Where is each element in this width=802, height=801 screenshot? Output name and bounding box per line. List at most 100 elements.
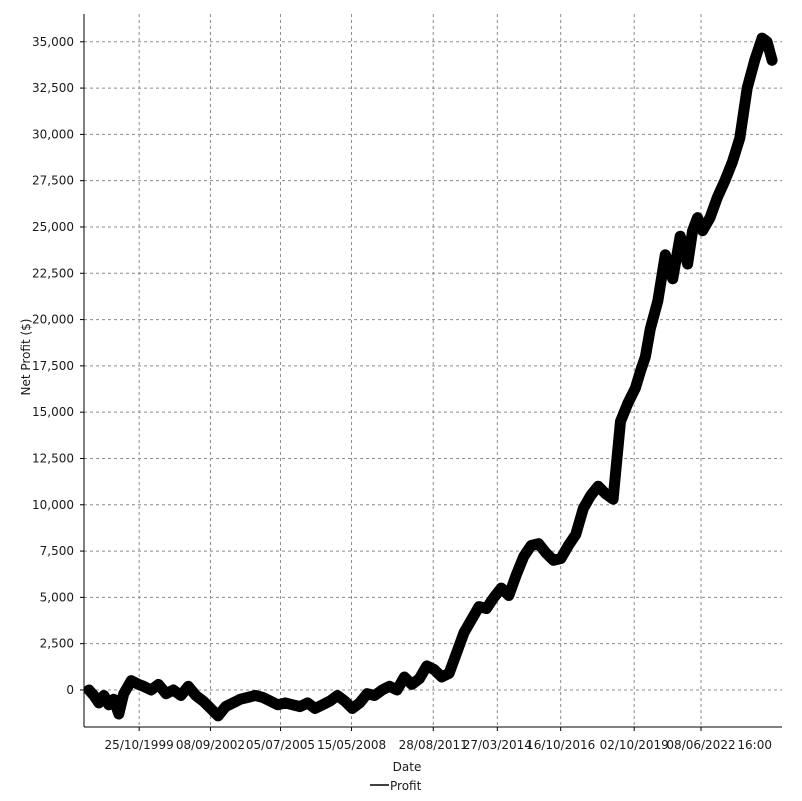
data-point-profit [752, 57, 758, 63]
data-point-profit [595, 483, 601, 489]
data-point-profit [677, 233, 683, 239]
y-tick-label: 30,000 [32, 127, 74, 141]
data-point-profit [116, 711, 122, 717]
x-tick-label: 16:00 [737, 738, 772, 752]
data-point-profit [431, 667, 437, 673]
data-point-profit [521, 554, 527, 560]
data-point-profit [662, 252, 668, 258]
data-point-profit [148, 687, 154, 693]
data-point-profit [128, 678, 134, 684]
data-point-profit [290, 702, 296, 708]
data-point-profit [237, 696, 243, 702]
data-point-profit [305, 700, 311, 706]
data-point-profit [655, 298, 661, 304]
data-point-profit [543, 550, 549, 556]
data-point-profit [416, 676, 422, 682]
x-tick-label: 15/05/2008 [317, 738, 386, 752]
data-point-profit [349, 705, 355, 711]
y-tick-label: 15,000 [32, 405, 74, 419]
data-point-profit [454, 650, 460, 656]
data-point-profit [769, 57, 775, 63]
data-point-profit [695, 215, 701, 221]
data-point-profit [208, 705, 214, 711]
data-point-profit [424, 663, 430, 669]
data-point-profit [334, 693, 340, 699]
data-point-profit [163, 691, 169, 697]
data-point-profit [111, 696, 117, 702]
data-point-profit [372, 693, 378, 699]
data-point-profit [707, 215, 713, 221]
data-point-profit [141, 683, 147, 689]
data-point-profit [394, 687, 400, 693]
data-point-profit [588, 493, 594, 499]
data-point-profit [565, 543, 571, 549]
data-point-profit [446, 670, 452, 676]
y-tick-label: 32,500 [32, 81, 74, 95]
x-tick-label: 05/07/2005 [246, 738, 315, 752]
y-tick-labels: 0 2,500 5,000 7,500 10,000 12,500 15,000 17,500… [32, 35, 74, 697]
y-tick-label: 27,500 [32, 174, 74, 188]
x-axis-title: Date [393, 760, 422, 774]
data-point-profit [156, 681, 162, 687]
data-point-profit [245, 694, 251, 700]
data-point-profit [610, 496, 616, 502]
y-tick-label: 17,500 [32, 359, 74, 373]
y-tick-label: 7,500 [40, 544, 74, 558]
data-point-profit [580, 505, 586, 511]
data-point-profit [528, 543, 534, 549]
data-point-profit [200, 698, 206, 704]
legend: Profit [370, 779, 422, 793]
data-point-profit [86, 687, 92, 693]
data-point-profit [409, 681, 415, 687]
data-point-profit [476, 604, 482, 610]
data-point-profit [223, 704, 229, 710]
x-tick-label: 02/10/2019 [600, 738, 669, 752]
y-tick-label: 12,500 [32, 451, 74, 465]
data-point-profit [759, 35, 765, 41]
data-point-profit [136, 681, 142, 687]
data-point-profit [101, 693, 107, 699]
data-point-profit [282, 700, 288, 706]
data-point-profit [506, 593, 512, 599]
y-axis-title: Net Profit ($) [19, 319, 33, 396]
data-point-profit [357, 700, 363, 706]
data-point-profit [379, 687, 385, 693]
data-point-profit [312, 705, 318, 711]
data-point-profit [625, 400, 631, 406]
data-point-profit [573, 531, 579, 537]
y-tick-label: 35,000 [32, 35, 74, 49]
data-point-profit [744, 85, 750, 91]
data-point-profit [483, 605, 489, 611]
data-point-profit [618, 418, 624, 424]
data-point-profit [170, 687, 176, 693]
data-point-profit [647, 326, 653, 332]
data-point-profit [670, 276, 676, 282]
data-point-profit [319, 702, 325, 708]
data-point-profit [603, 491, 609, 497]
x-tick-label: 08/06/2022 [666, 738, 735, 752]
y-tick-label: 2,500 [40, 637, 74, 651]
data-point-profit [700, 228, 706, 234]
data-point-profit [513, 572, 519, 578]
data-point-profit [690, 228, 696, 234]
data-point-profit [260, 694, 266, 700]
data-point-profit [558, 555, 564, 561]
data-point-profit [461, 630, 467, 636]
data-point-profit [722, 178, 728, 184]
data-point-profit [178, 693, 184, 699]
y-tick-label: 20,000 [32, 313, 74, 327]
y-tick-label: 0 [66, 683, 74, 697]
data-point-profit [185, 683, 191, 689]
x-tick-labels: 25/10/1999 08/09/2002 05/07/2005 15/05/2008… [105, 738, 772, 752]
data-point-profit [637, 368, 643, 374]
data-point-profit [729, 159, 735, 165]
data-point-profit [714, 194, 720, 200]
data-point-profit [737, 135, 743, 141]
data-point-profit [327, 698, 333, 704]
x-tick-label: 08/09/2002 [176, 738, 245, 752]
data-point-profit [193, 693, 199, 699]
data-point-profit [550, 557, 556, 563]
data-point-profit [252, 693, 258, 699]
data-point-profit [401, 674, 407, 680]
